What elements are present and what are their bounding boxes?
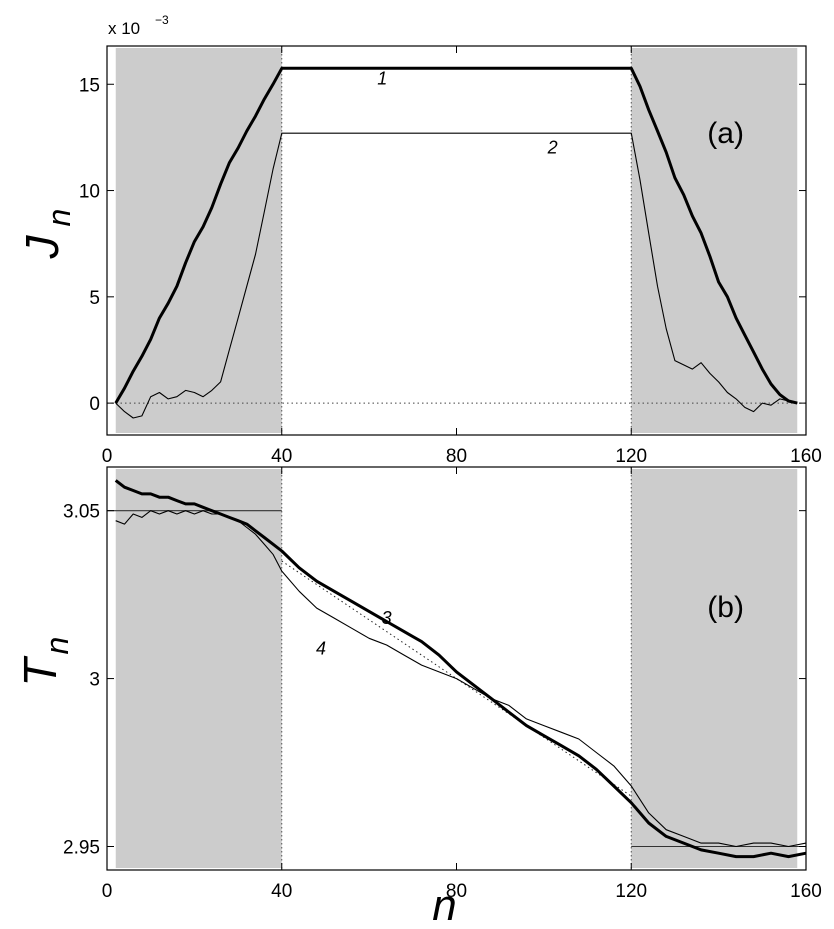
shaded-region xyxy=(631,48,798,433)
panel-b: 0 40 80 120 160 2.95 3 3.05 3 4 (b) Tn n xyxy=(14,466,822,929)
x-tick-label: 80 xyxy=(446,881,467,902)
x-tick-label: 120 xyxy=(615,881,647,902)
x-tick-label: 40 xyxy=(271,881,292,902)
series-label: 3 xyxy=(382,608,392,628)
series-label: 2 xyxy=(547,137,558,157)
y-tick-label: 10 xyxy=(79,182,100,203)
x-tick-label: 80 xyxy=(446,446,467,467)
x-tick-label: 0 xyxy=(102,881,113,902)
scale-multiplier: x 10 xyxy=(108,19,140,38)
shaded-region xyxy=(115,469,282,868)
y-tick-label: 3 xyxy=(89,670,100,691)
series-label: 1 xyxy=(377,68,387,88)
scale-exponent: −3 xyxy=(155,13,169,27)
x-tick-label: 120 xyxy=(615,446,647,467)
panel-a: 0 40 80 120 160 0 5 10 15 1 2 (a) Jn x 10 −3 xyxy=(16,13,822,467)
y-tick-label: 3.05 xyxy=(63,502,100,523)
y-axis-label: T xyxy=(14,656,66,687)
series-label: 4 xyxy=(316,638,326,658)
x-tick-label: 40 xyxy=(271,446,292,467)
x-tick-label: 160 xyxy=(790,881,822,902)
y-tick-label: 2.95 xyxy=(63,837,100,858)
x-axis-label: n xyxy=(432,881,456,929)
linear-profile xyxy=(281,560,632,797)
series-line-3 xyxy=(114,479,807,859)
y-tick-label: 15 xyxy=(79,75,100,96)
panel-label: (a) xyxy=(707,117,744,150)
y-axis-label: J xyxy=(16,235,68,260)
series-line-2 xyxy=(115,132,798,419)
shaded-region xyxy=(115,48,282,433)
series-line-4 xyxy=(115,510,807,848)
shaded-region xyxy=(631,469,798,868)
panel-label: (b) xyxy=(707,591,744,624)
y-tick-label: 0 xyxy=(89,394,100,415)
x-tick-label: 160 xyxy=(790,446,822,467)
series-line-1 xyxy=(114,66,798,405)
y-tick-label: 5 xyxy=(89,288,100,309)
y-axis-label-subscript: n xyxy=(41,209,77,227)
x-tick-label: 0 xyxy=(102,446,113,467)
y-axis-label-subscript: n xyxy=(39,637,75,655)
